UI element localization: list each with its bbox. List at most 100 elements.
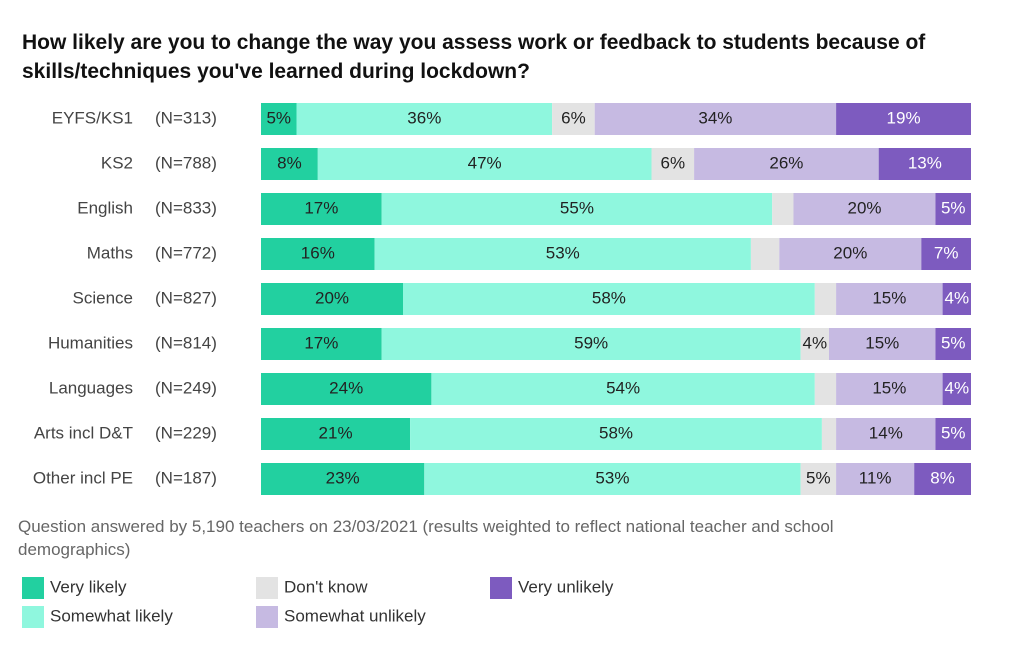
bar-segment xyxy=(261,148,318,180)
bar-segment xyxy=(374,238,751,270)
value-label: 36% xyxy=(407,108,441,127)
bar-segment xyxy=(814,283,837,315)
bar-segment xyxy=(261,373,432,405)
bar-segment xyxy=(942,283,971,315)
bar-segment xyxy=(814,373,837,405)
value-label: 13% xyxy=(908,153,942,172)
value-label: 24% xyxy=(329,378,363,397)
bar-segment xyxy=(921,238,971,270)
value-label: 21% xyxy=(319,423,353,442)
bar-segment xyxy=(381,328,801,360)
sample-size: (N=249) xyxy=(155,378,217,397)
value-label: 14% xyxy=(869,423,903,442)
bar-segment xyxy=(942,373,971,405)
bar-segment xyxy=(261,463,425,495)
bar-segment xyxy=(261,103,297,135)
bar-segment xyxy=(261,328,382,360)
value-label: 19% xyxy=(887,108,921,127)
value-label: 58% xyxy=(592,288,626,307)
bar-segment xyxy=(836,418,936,450)
value-label: 59% xyxy=(574,333,608,352)
sample-size: (N=187) xyxy=(155,468,217,487)
value-label: 8% xyxy=(930,468,955,487)
value-label: 4% xyxy=(945,288,970,307)
bar-segment xyxy=(694,148,879,180)
value-label: 55% xyxy=(560,198,594,217)
bar-segment xyxy=(836,103,971,135)
value-label: 4% xyxy=(945,378,970,397)
value-label: 5% xyxy=(941,333,966,352)
category-label: English xyxy=(77,198,133,217)
category-label: Languages xyxy=(49,378,133,397)
value-label: 17% xyxy=(304,198,338,217)
bar-segment xyxy=(793,193,936,225)
bar-segment xyxy=(935,328,971,360)
bar-segment xyxy=(261,283,403,315)
value-label: 8% xyxy=(277,153,302,172)
value-label: 54% xyxy=(606,378,640,397)
value-label: 20% xyxy=(847,198,881,217)
bar-segment xyxy=(594,103,837,135)
legend-swatch xyxy=(22,577,44,599)
bar-segment xyxy=(836,373,943,405)
value-label: 15% xyxy=(872,378,906,397)
sample-size: (N=788) xyxy=(155,153,217,172)
bar-segment xyxy=(829,328,936,360)
chart-title: How likely are you to change the way you… xyxy=(22,31,926,83)
bar-segment xyxy=(935,193,971,225)
category-label: EYFS/KS1 xyxy=(52,108,133,127)
bar-segment xyxy=(296,103,553,135)
bar-segment xyxy=(836,463,915,495)
sample-size: (N=827) xyxy=(155,288,217,307)
legend-swatch xyxy=(490,577,512,599)
value-label: 47% xyxy=(468,153,502,172)
category-label: Science xyxy=(73,288,133,307)
bar-segment xyxy=(431,373,815,405)
sample-size: (N=229) xyxy=(155,423,217,442)
bar-segment xyxy=(800,328,829,360)
bar-segment xyxy=(821,418,837,450)
value-label: 6% xyxy=(661,153,686,172)
value-label: 5% xyxy=(806,468,831,487)
value-label: 53% xyxy=(595,468,629,487)
bar-segment xyxy=(410,418,822,450)
bar-segment xyxy=(914,463,971,495)
value-label: 7% xyxy=(934,243,959,262)
bar-segment xyxy=(878,148,971,180)
sample-size: (N=814) xyxy=(155,333,217,352)
category-label: KS2 xyxy=(101,153,133,172)
bar-segment xyxy=(935,418,971,450)
sample-size: (N=313) xyxy=(155,108,217,127)
bar-segment xyxy=(261,238,375,270)
value-label: 16% xyxy=(301,243,335,262)
value-label: 5% xyxy=(266,108,291,127)
bar-segment xyxy=(552,103,595,135)
legend-label: Very likely xyxy=(50,577,127,596)
value-label: 6% xyxy=(561,108,586,127)
legend-swatch xyxy=(256,577,278,599)
value-label: 34% xyxy=(698,108,732,127)
value-label: 4% xyxy=(803,333,828,352)
bar-segment xyxy=(403,283,815,315)
bar-segment xyxy=(651,148,695,180)
category-label: Arts incl D&T xyxy=(34,423,133,442)
value-label: 20% xyxy=(833,243,867,262)
legend-swatch xyxy=(256,606,278,628)
legend-label: Very unlikely xyxy=(518,577,614,596)
value-label: 58% xyxy=(599,423,633,442)
category-label: Other incl PE xyxy=(33,468,133,487)
value-label: 11% xyxy=(859,468,892,487)
bar-segment xyxy=(317,148,652,180)
value-label: 15% xyxy=(865,333,899,352)
bar-segment xyxy=(424,463,801,495)
value-label: 15% xyxy=(872,288,906,307)
bar-segment xyxy=(750,238,780,270)
category-label: Humanities xyxy=(48,333,133,352)
bar-segment xyxy=(836,283,943,315)
category-label: Maths xyxy=(87,243,133,262)
bar-segment xyxy=(800,463,837,495)
legend-label: Somewhat likely xyxy=(50,606,173,625)
value-label: 17% xyxy=(304,333,338,352)
value-label: 53% xyxy=(546,243,580,262)
